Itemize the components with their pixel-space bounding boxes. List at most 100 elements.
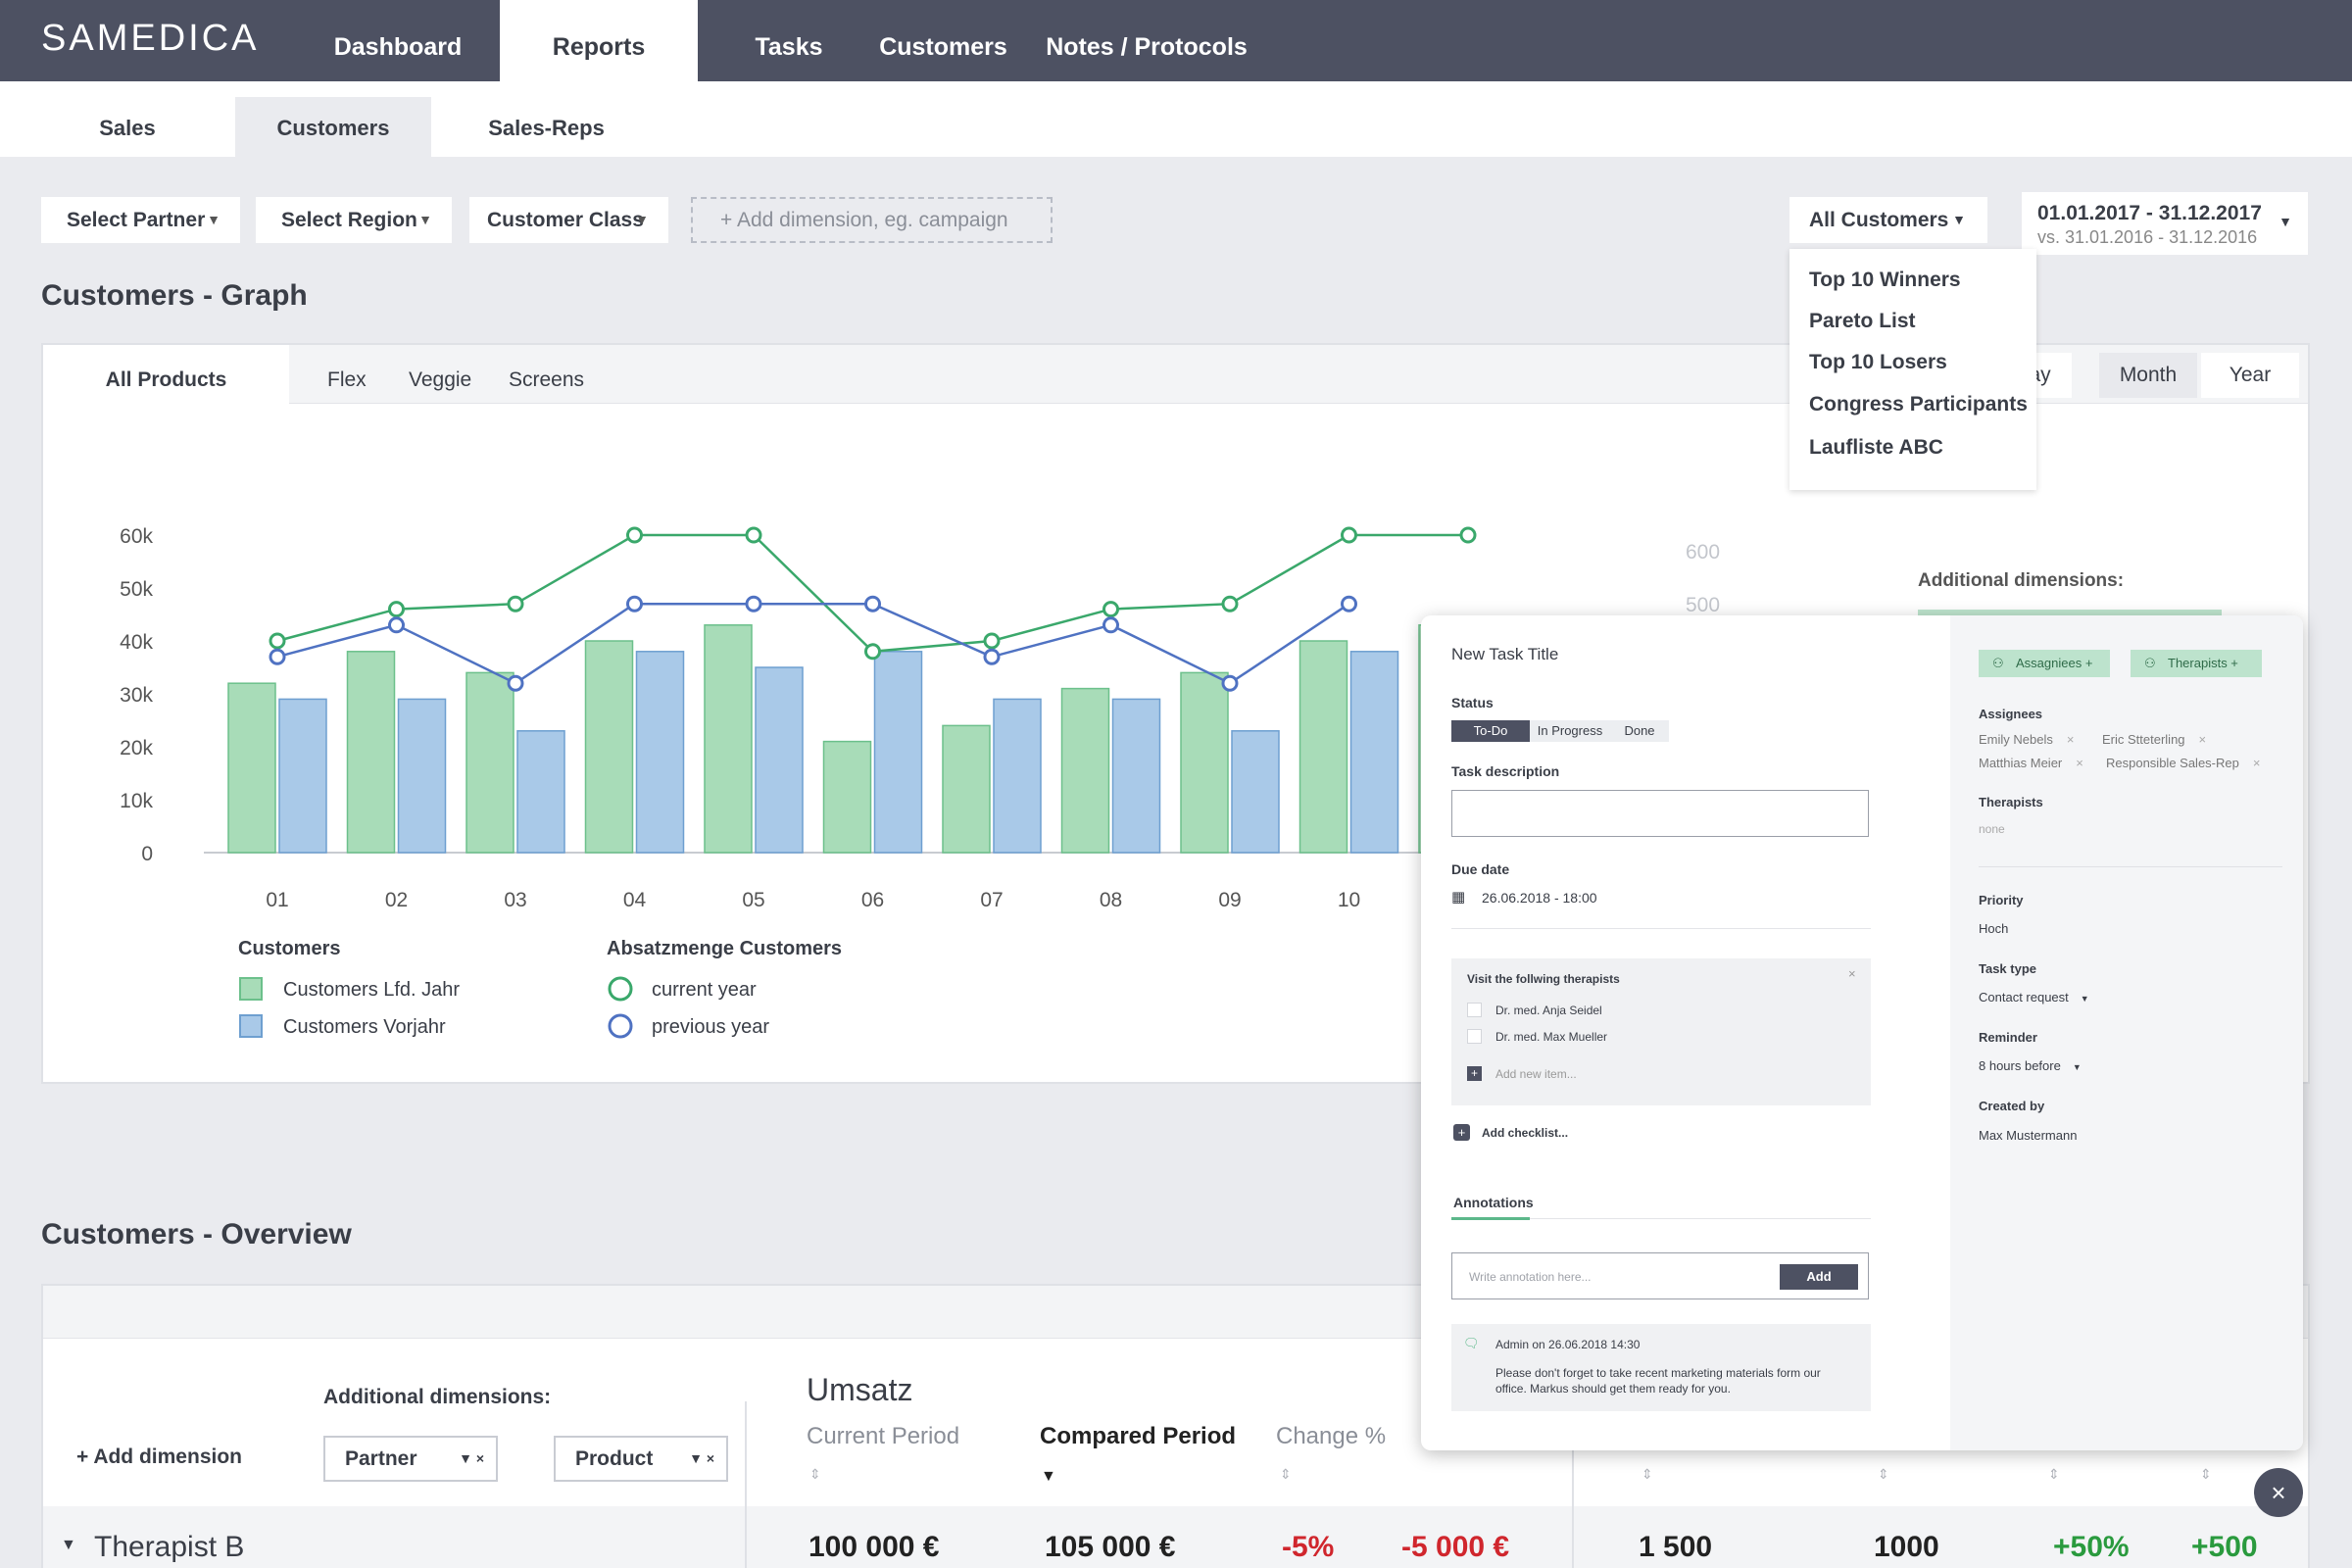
sort-icon[interactable]: ⇕ [1642, 1466, 1653, 1482]
sort-icon[interactable]: ⇕ [2048, 1466, 2060, 1482]
annotations-tab[interactable]: Annotations [1453, 1195, 1534, 1210]
menu-item-top-10-winners[interactable]: Top 10 Winners [1809, 269, 1961, 291]
data-point [983, 632, 1001, 650]
nav-notes-protocols[interactable]: Notes / Protocols [1046, 33, 1248, 61]
data-point [269, 632, 286, 650]
remove-icon[interactable]: × [2076, 756, 2083, 770]
comment-text: Please don't forget to take recent marke… [1495, 1366, 1821, 1396]
add-checklist-button[interactable]: Add checklist... [1482, 1126, 1569, 1140]
partner-dimension-select[interactable]: Partner ▼ × [323, 1436, 498, 1482]
caret-down-icon: ▼ [2278, 214, 2292, 229]
plus-icon[interactable]: + [1467, 1066, 1482, 1081]
add-annotation-button[interactable]: Add [1780, 1264, 1858, 1290]
sort-icon[interactable]: ⇕ [1878, 1466, 1889, 1482]
y-tick-label: 10k [120, 790, 153, 812]
data-point [388, 601, 405, 618]
annotation-placeholder: Write annotation here... [1469, 1270, 1592, 1284]
nav-tasks[interactable]: Tasks [755, 33, 823, 61]
plus-icon[interactable]: + [1453, 1124, 1470, 1141]
customer-class-dropdown[interactable]: Customer Class ▼ [469, 197, 668, 243]
sort-icon[interactable]: ⇕ [809, 1466, 821, 1482]
menu-item-congress-participants[interactable]: Congress Participants [1809, 393, 2028, 416]
nav-dashboard[interactable]: Dashboard [333, 33, 463, 61]
status-done[interactable]: Done [1610, 720, 1669, 742]
column-divider [745, 1401, 747, 1568]
expand-row-icon[interactable]: ▼ [61, 1537, 76, 1553]
x-tick-label: 03 [504, 889, 526, 911]
data-point [388, 616, 405, 634]
select-partner-dropdown[interactable]: Select Partner ▼ [41, 197, 240, 243]
data-point [1221, 674, 1239, 692]
select-region-dropdown[interactable]: Select Region ▼ [256, 197, 452, 243]
column-header-change-percent[interactable]: Change % [1276, 1423, 1387, 1449]
graph-section-title: Customers - Graph [41, 279, 308, 312]
status-in-progress[interactable]: In Progress [1530, 720, 1610, 742]
select-region-label: Select Region [281, 209, 417, 231]
tab-flex[interactable]: Flex [327, 368, 367, 391]
column-header-current-period[interactable]: Current Period [807, 1423, 960, 1449]
subtab-sales-reps[interactable]: Sales-Reps [488, 116, 605, 140]
data-point [1341, 526, 1357, 544]
remove-icon[interactable]: × [2066, 732, 2075, 747]
menu-item-pareto-list[interactable]: Pareto List [1809, 310, 1916, 332]
tab-all-products[interactable]: All Products [43, 345, 289, 405]
close-dialog-button[interactable]: × [2254, 1468, 2303, 1517]
menu-item-laufliste-abc[interactable]: Laufliste ABC [1809, 436, 1943, 459]
table-row-background [43, 1506, 2308, 1568]
tab-screens[interactable]: Screens [509, 368, 585, 391]
range-tab-year[interactable]: Year [2201, 353, 2299, 398]
customer-set-menu: Top 10 Winners Pareto List Top 10 Losers… [1789, 249, 2036, 490]
date-range-picker[interactable]: 01.01.2017 - 31.12.2017 vs. 31.01.2016 -… [2022, 192, 2308, 255]
date-compare-value: vs. 31.01.2016 - 31.12.2016 [2037, 227, 2258, 247]
y2-tick-label: 500 [1686, 594, 1720, 616]
reminder-select[interactable]: 8 hours before ▼ [1979, 1058, 2082, 1073]
close-icon[interactable]: × [1848, 966, 1856, 981]
customer-set-label: All Customers [1809, 209, 1949, 231]
dropdown-clear-icon[interactable]: ▼ × [459, 1450, 484, 1466]
add-dimension-link[interactable]: + Add dimension [76, 1446, 242, 1468]
calendar-icon[interactable]: ▦ [1451, 889, 1466, 906]
cell-compared-period: 105 000 € [1045, 1531, 1176, 1563]
subtab-customers[interactable]: Customers [235, 97, 431, 157]
task-type-label: Task type [1979, 961, 2037, 976]
checklist-add-item[interactable]: Add new item... [1495, 1067, 1577, 1081]
subtab-sales[interactable]: Sales [99, 116, 156, 140]
nav-reports[interactable]: Reports [500, 0, 698, 81]
task-title[interactable]: New Task Title [1451, 645, 1559, 663]
date-range-value: 01.01.2017 - 31.12.2017 [2037, 202, 2262, 224]
checklist-item: Dr. med. Max Mueller [1495, 1030, 1608, 1044]
add-therapists-button[interactable]: ⚇ Therapists + [2131, 650, 2262, 677]
task-description-input[interactable] [1451, 790, 1869, 837]
column-header-compared-period[interactable]: Compared Period [1040, 1423, 1237, 1449]
checklist-checkbox[interactable] [1467, 1003, 1482, 1017]
add-assignees-button[interactable]: ⚇ Assagniees + [1979, 650, 2110, 677]
remove-icon[interactable]: × [2198, 732, 2207, 747]
sort-desc-icon[interactable]: ▼ [1041, 1468, 1056, 1485]
dropdown-clear-icon[interactable]: ▼ × [689, 1450, 714, 1466]
range-tab-month[interactable]: Month [2099, 353, 2197, 398]
status-todo[interactable]: To-Do [1451, 720, 1530, 742]
product-dimension-select[interactable]: Product ▼ × [554, 1436, 728, 1482]
annotation-input[interactable]: Write annotation here... Add [1451, 1252, 1869, 1299]
nav-customers[interactable]: Customers [879, 33, 1007, 61]
caret-down-icon: ▼ [418, 212, 432, 227]
series-line [276, 533, 1468, 654]
sort-icon[interactable]: ⇕ [2200, 1466, 2212, 1482]
cell-value: 1 500 [1639, 1531, 1713, 1563]
legend-label: previous year [652, 1016, 769, 1038]
priority-value[interactable]: Hoch [1979, 921, 2009, 936]
remove-icon[interactable]: × [2252, 756, 2261, 770]
task-type-select[interactable]: Contact request ▼ [1979, 990, 2089, 1004]
sort-icon[interactable]: ⇕ [1280, 1466, 1292, 1482]
menu-item-top-10-losers[interactable]: Top 10 Losers [1809, 351, 1947, 373]
bar [397, 698, 447, 854]
customer-set-dropdown[interactable]: All Customers ▼ [1789, 197, 1987, 243]
tab-veggie[interactable]: Veggie [409, 368, 472, 391]
assignee-name: Eric Stteterling [2102, 732, 2185, 747]
checklist-title: Visit the follwing therapists [1467, 972, 1620, 986]
add-dimension-button[interactable]: + Add dimension, eg. campaign [691, 197, 1053, 243]
divider [1979, 866, 2282, 867]
checklist-checkbox[interactable] [1467, 1029, 1482, 1044]
due-date-value[interactable]: 26.06.2018 - 18:00 [1482, 890, 1597, 906]
y-tick-label: 40k [120, 631, 153, 654]
